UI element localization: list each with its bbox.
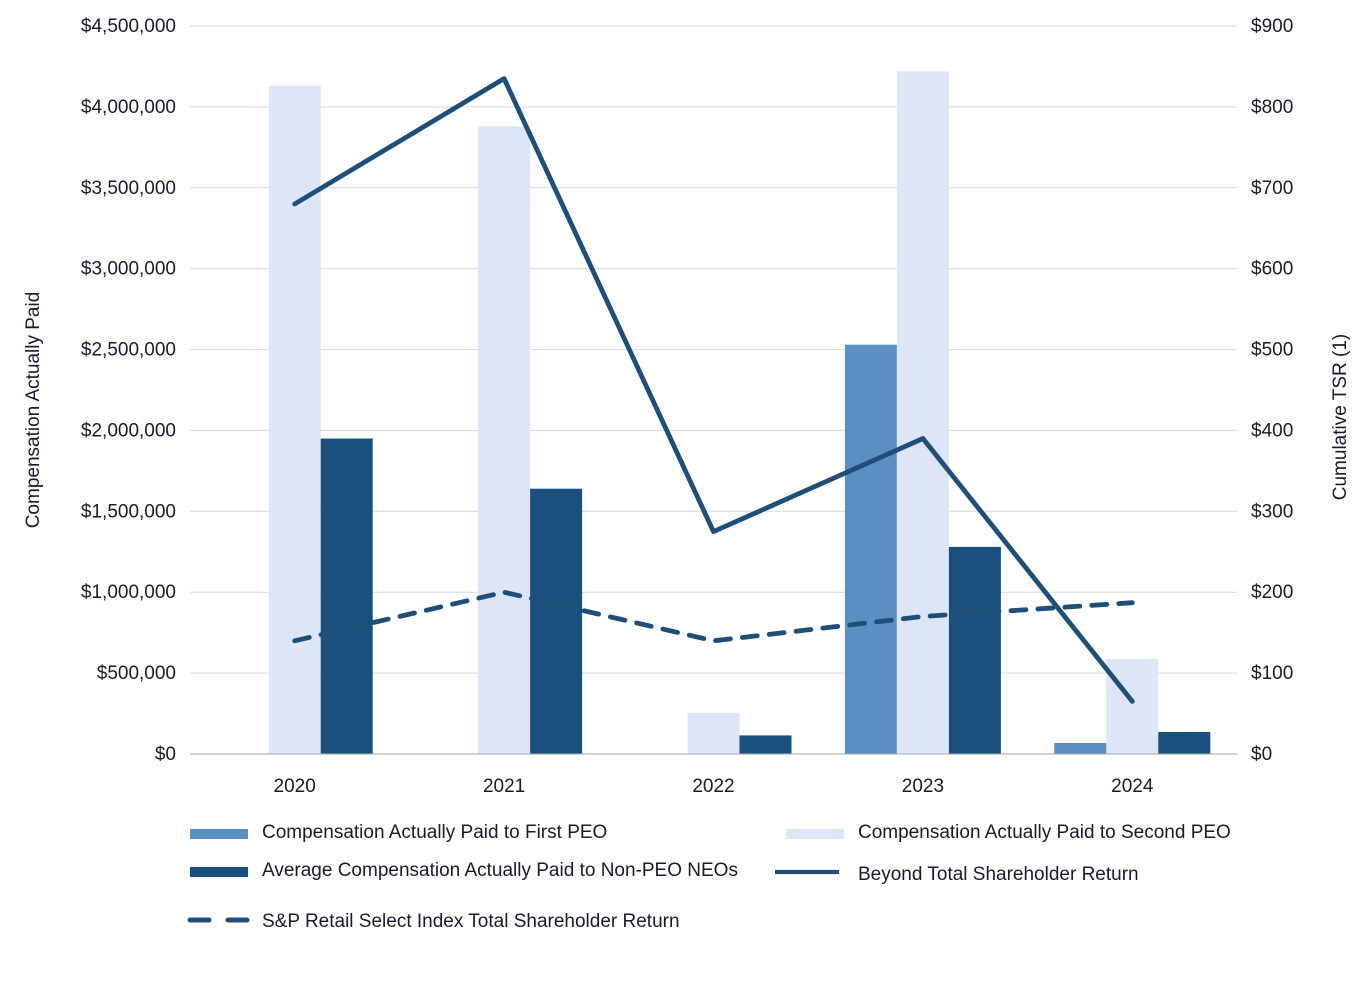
svg-text:2021: 2021: [483, 776, 525, 797]
svg-text:2024: 2024: [1111, 776, 1154, 797]
svg-text:$500,000: $500,000: [97, 663, 176, 684]
svg-text:$100: $100: [1251, 663, 1293, 684]
svg-text:$900: $900: [1251, 16, 1293, 37]
svg-text:$300: $300: [1251, 501, 1293, 522]
svg-text:2022: 2022: [692, 776, 734, 797]
svg-text:Compensation Actually Paid to: Compensation Actually Paid to Second PEO: [858, 822, 1231, 843]
svg-text:$200: $200: [1251, 582, 1293, 603]
svg-text:Beyond Total Shareholder Retur: Beyond Total Shareholder Return: [858, 864, 1139, 885]
svg-text:$400: $400: [1251, 420, 1293, 441]
svg-text:2023: 2023: [902, 776, 944, 797]
svg-text:$2,500,000: $2,500,000: [81, 340, 176, 361]
svg-text:$4,000,000: $4,000,000: [81, 97, 176, 118]
svg-text:$700: $700: [1251, 178, 1293, 199]
svg-text:$1,500,000: $1,500,000: [81, 501, 176, 522]
svg-text:$3,000,000: $3,000,000: [81, 259, 176, 280]
svg-text:$2,000,000: $2,000,000: [81, 420, 176, 441]
svg-text:$800: $800: [1251, 97, 1293, 118]
svg-text:S&P Retail Select Index Total: S&P Retail Select Index Total Shareholde…: [262, 911, 680, 932]
svg-text:$500: $500: [1251, 340, 1293, 361]
svg-text:$0: $0: [155, 744, 176, 765]
svg-text:Compensation Actually Paid to: Compensation Actually Paid to First PEO: [262, 822, 607, 843]
svg-text:2020: 2020: [274, 776, 316, 797]
svg-text:$0: $0: [1251, 744, 1272, 765]
svg-text:Average Compensation Actually: Average Compensation Actually Paid to No…: [262, 860, 738, 881]
svg-text:$3,500,000: $3,500,000: [81, 178, 176, 199]
svg-text:$4,500,000: $4,500,000: [81, 16, 176, 37]
svg-text:$600: $600: [1251, 259, 1293, 280]
svg-text:$1,000,000: $1,000,000: [81, 582, 176, 603]
